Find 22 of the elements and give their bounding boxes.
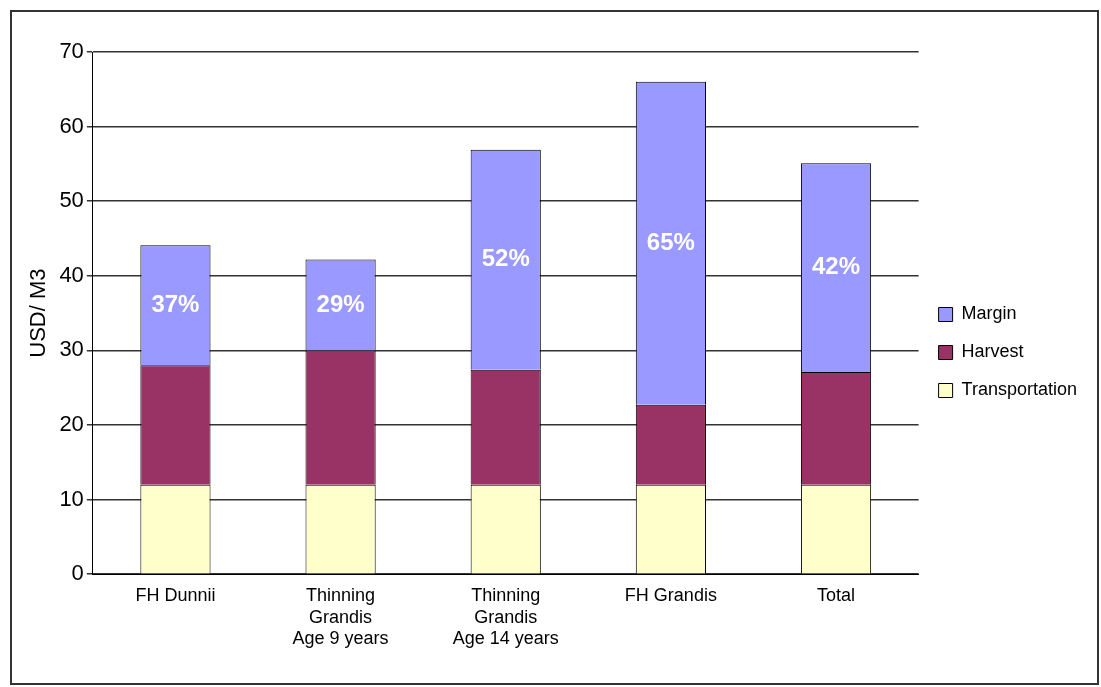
y-tick-label: 70 [59, 38, 84, 64]
y-tick-label: 60 [59, 112, 84, 138]
y-tick-label: 20 [59, 411, 84, 437]
y-tick-label: 40 [59, 261, 84, 287]
legend-label: Margin [961, 303, 1017, 324]
legend-label: Harvest [961, 341, 1024, 362]
annotation: 29% [316, 289, 365, 317]
legend-label: Transportation [961, 379, 1078, 400]
x-tick-label: FH Grandis [624, 584, 717, 605]
annotation: 42% [812, 252, 861, 280]
annotation: 37% [151, 289, 200, 317]
y-tick-label: 50 [59, 187, 84, 213]
x-tick-label: Thinning Grandis Age 9 years [292, 584, 389, 649]
x-tick-label: FH Dunnii [135, 584, 216, 605]
annotation: 65% [646, 227, 695, 255]
x-tick-label: Total [817, 584, 856, 605]
y-tick-label: 0 [71, 560, 84, 586]
x-tick-label: Thinning Grandis Age 14 years [452, 584, 559, 649]
y-tick-label: 10 [59, 485, 84, 511]
y-axis-title: USD/ M3 [25, 268, 51, 358]
y-tick-label: 30 [59, 336, 84, 362]
annotation: 52% [481, 244, 530, 272]
